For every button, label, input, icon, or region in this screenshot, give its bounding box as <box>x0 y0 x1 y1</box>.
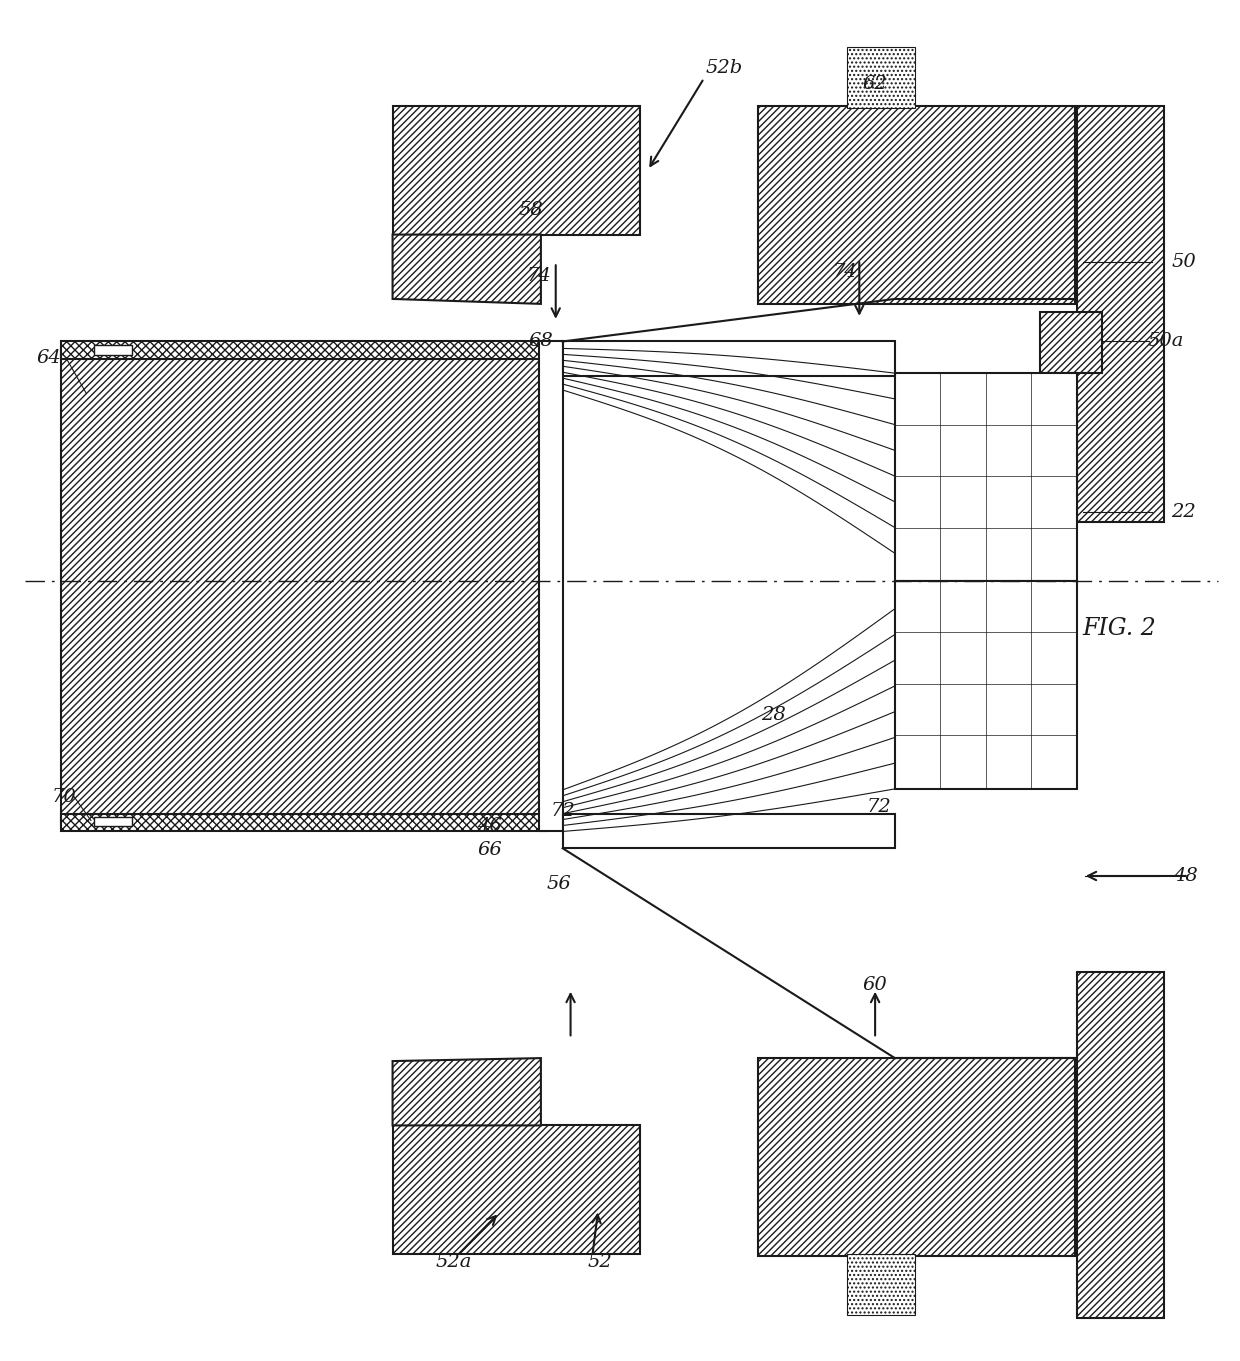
Text: 70: 70 <box>52 788 77 806</box>
Text: 52b: 52b <box>706 60 743 78</box>
Text: 74: 74 <box>527 267 552 286</box>
Bar <box>1040 312 1101 373</box>
Text: FIG. 2: FIG. 2 <box>1083 617 1156 640</box>
Bar <box>895 373 1076 581</box>
Bar <box>1076 972 1164 1319</box>
Bar <box>847 1253 915 1316</box>
Text: 72: 72 <box>867 798 892 815</box>
Bar <box>539 342 563 832</box>
Polygon shape <box>393 234 541 304</box>
Text: 58: 58 <box>518 201 543 219</box>
Text: 64: 64 <box>36 350 61 367</box>
Text: 48: 48 <box>1173 867 1198 885</box>
Text: 52: 52 <box>588 1253 613 1271</box>
Bar <box>393 1126 640 1253</box>
Text: 72: 72 <box>551 802 575 819</box>
Text: 68: 68 <box>528 332 553 351</box>
Bar <box>895 581 1076 789</box>
Bar <box>563 814 895 848</box>
Text: 62: 62 <box>863 75 888 93</box>
Bar <box>847 46 915 108</box>
Text: 52a: 52a <box>435 1253 472 1271</box>
Text: 22: 22 <box>1172 502 1197 521</box>
Text: 66: 66 <box>477 841 502 859</box>
Text: 50a: 50a <box>1148 332 1184 351</box>
Bar <box>94 346 131 355</box>
Bar <box>61 814 546 832</box>
Text: 50: 50 <box>1172 253 1197 271</box>
Text: 56: 56 <box>547 875 572 893</box>
Text: 46: 46 <box>477 818 502 836</box>
Bar <box>61 348 546 823</box>
Bar <box>759 106 1075 304</box>
Text: 74: 74 <box>833 263 858 282</box>
Bar <box>1076 106 1164 521</box>
Bar <box>393 106 640 234</box>
Text: 60: 60 <box>863 976 888 994</box>
Polygon shape <box>393 1057 541 1126</box>
Text: 28: 28 <box>761 705 786 724</box>
Bar <box>759 1057 1075 1256</box>
Bar <box>61 342 546 359</box>
Bar <box>94 817 131 826</box>
Bar <box>563 342 895 376</box>
